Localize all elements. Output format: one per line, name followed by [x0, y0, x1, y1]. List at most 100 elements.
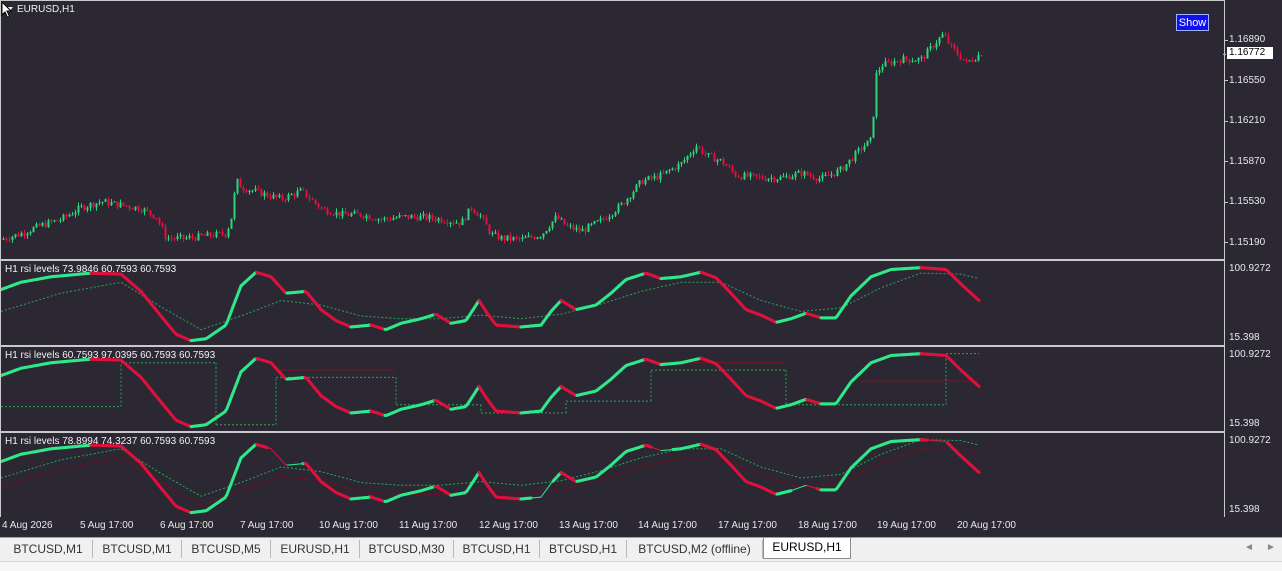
- candle-body: [333, 215, 335, 216]
- candle-body: [804, 172, 806, 176]
- candle-body: [951, 43, 953, 44]
- tab-btcusd-m30[interactable]: BTCUSD,M30: [360, 540, 454, 558]
- candle-body: [429, 215, 431, 219]
- candle-body: [735, 171, 737, 176]
- price-label: 1.15870: [1229, 156, 1265, 167]
- candle-body: [102, 202, 104, 203]
- candle-body: [441, 218, 443, 222]
- candle-body: [720, 159, 722, 160]
- price-label: 1.16550: [1229, 75, 1265, 86]
- candle-body: [12, 237, 14, 240]
- candle-body: [408, 215, 410, 218]
- tabs-scroll-right-icon[interactable]: ►: [1266, 542, 1276, 553]
- candle-body: [573, 226, 575, 230]
- candle-body: [780, 177, 782, 180]
- candle-body: [315, 200, 317, 204]
- rsi-line-segment: [977, 385, 979, 387]
- candle-body: [252, 191, 254, 192]
- candle-body: [402, 215, 404, 216]
- candle-body: [39, 224, 41, 226]
- tab-eurusd-h1[interactable]: EURUSD,H1: [271, 540, 360, 558]
- candle-body: [768, 179, 770, 181]
- candle-body: [615, 212, 617, 215]
- candle-body: [201, 233, 203, 235]
- candle-body: [963, 59, 965, 60]
- candle-body: [546, 231, 548, 233]
- show-button[interactable]: Show: [1176, 14, 1209, 31]
- time-label: 14 Aug 17:00: [638, 520, 697, 531]
- candle-body: [195, 238, 197, 240]
- candle-body: [786, 176, 788, 177]
- tabs-scroll-left-icon[interactable]: ◄: [1244, 542, 1254, 553]
- candle-body: [123, 203, 125, 206]
- candle-body: [711, 153, 713, 154]
- candle-body: [261, 189, 263, 196]
- candle-body: [870, 138, 872, 141]
- tab-btcusd-m1[interactable]: BTCUSD,M1: [4, 540, 93, 558]
- candle-body: [249, 191, 251, 192]
- candle-body: [957, 49, 959, 55]
- rsi-pane-title: H1 rsi levels 60.7593 97.0395 60.7593 60…: [5, 350, 215, 361]
- candle-body: [126, 205, 128, 206]
- price-tick: [1224, 242, 1228, 243]
- candle-body: [618, 205, 620, 213]
- candle-body: [648, 176, 650, 179]
- rsi-min-label: 15.398: [1229, 332, 1260, 343]
- candle-body: [708, 153, 710, 155]
- candle-body: [264, 193, 266, 197]
- time-label: 4 Aug 2026: [2, 520, 53, 531]
- candle-body: [765, 179, 767, 181]
- candle-body: [882, 67, 884, 70]
- candle-body: [300, 189, 302, 191]
- price-pane[interactable]: EURUSD,H1 Show: [0, 0, 1225, 260]
- candle-body: [621, 203, 623, 204]
- candle-body: [606, 219, 608, 220]
- candle-body: [120, 203, 122, 208]
- candle-body: [207, 232, 209, 235]
- rsi-pane-2[interactable]: H1 rsi levels 60.7593 97.0395 60.7593 60…: [0, 346, 1225, 432]
- candle-body: [564, 219, 566, 225]
- candle-body: [426, 214, 428, 220]
- candle-body: [324, 208, 326, 209]
- tab-btcusd-h1[interactable]: BTCUSD,H1: [454, 540, 540, 558]
- tab-btcusd-h1[interactable]: BTCUSD,H1: [540, 540, 627, 558]
- rsi-pane-3[interactable]: H1 rsi levels 78.8994 74.3237 60.7593 60…: [0, 432, 1225, 518]
- candle-body: [771, 178, 773, 179]
- candle-body: [489, 225, 491, 234]
- tab-eurusd-h1-active[interactable]: EURUSD,H1: [763, 538, 851, 559]
- candle-body: [657, 176, 659, 180]
- candle-body: [228, 229, 230, 237]
- candle-body: [831, 175, 833, 176]
- tab-btcusd-m2-offline[interactable]: BTCUSD,M2 (offline): [627, 540, 763, 558]
- tab-btcusd-m1[interactable]: BTCUSD,M1: [93, 540, 182, 558]
- candle-body: [63, 215, 65, 220]
- candle-body: [729, 166, 731, 167]
- candle-body: [45, 223, 47, 227]
- time-label: 17 Aug 17:00: [718, 520, 777, 531]
- price-label: 1.15190: [1229, 237, 1265, 248]
- candle-body: [432, 215, 434, 219]
- candle-body: [216, 232, 218, 237]
- candle-body: [192, 236, 194, 238]
- candle-body: [108, 199, 110, 205]
- candle-body: [687, 156, 689, 160]
- candle-body: [825, 175, 827, 176]
- candle-body: [267, 193, 269, 197]
- rsi-max-label: 100.9272: [1229, 349, 1271, 360]
- candle-body: [630, 198, 632, 199]
- candle-body: [327, 208, 329, 214]
- candle-body: [318, 204, 320, 208]
- candle-body: [396, 218, 398, 219]
- candle-body: [867, 141, 869, 146]
- candle-body: [672, 168, 674, 170]
- candle-body: [243, 188, 245, 191]
- candle-body: [894, 61, 896, 65]
- candle-body: [168, 238, 170, 239]
- candle-body: [552, 222, 554, 229]
- candle-body: [543, 233, 545, 237]
- candle-body: [297, 191, 299, 197]
- rsi-chart-1: [1, 261, 1226, 347]
- rsi-pane-1[interactable]: H1 rsi levels 73.9846 60.7593 60.7593: [0, 260, 1225, 346]
- candle-body: [876, 73, 878, 117]
- tab-btcusd-m5[interactable]: BTCUSD,M5: [182, 540, 271, 558]
